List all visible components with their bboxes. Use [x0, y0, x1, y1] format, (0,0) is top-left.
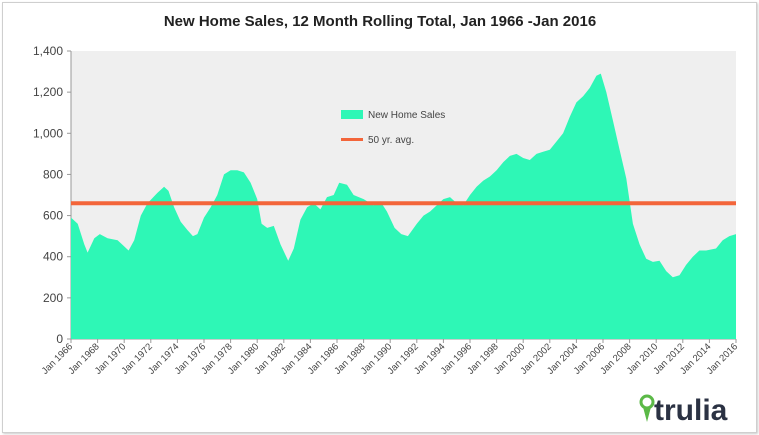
- series-area-new-home-sales: [71, 73, 736, 339]
- y-tick-label: 200: [43, 291, 63, 305]
- y-tick-label: 400: [43, 250, 63, 264]
- y-axis: 0 200 400 600 800 1,000 1,200 1,400: [33, 44, 72, 346]
- y-tick-label: 1,200: [33, 85, 63, 99]
- legend-label-new-home-sales: New Home Sales: [368, 110, 445, 121]
- legend-swatch-50-yr-avg: [341, 138, 363, 141]
- chart-title: New Home Sales, 12 Month Rolling Total, …: [164, 13, 596, 30]
- logo-text: trulia: [654, 394, 728, 427]
- trulia-logo: trulia: [639, 394, 728, 427]
- y-tick-label: 800: [43, 167, 63, 181]
- y-tick-label: 600: [43, 209, 63, 223]
- legend-label-50-yr-avg: 50 yr. avg.: [368, 135, 414, 146]
- y-tick-label: 1,400: [33, 44, 63, 58]
- map-pin-icon: [639, 394, 655, 422]
- legend: New Home Sales 50 yr. avg.: [341, 110, 445, 146]
- legend-swatch-new-home-sales: [341, 110, 363, 119]
- y-tick-label: 1,000: [33, 126, 63, 140]
- y-tick-label: 0: [56, 332, 63, 346]
